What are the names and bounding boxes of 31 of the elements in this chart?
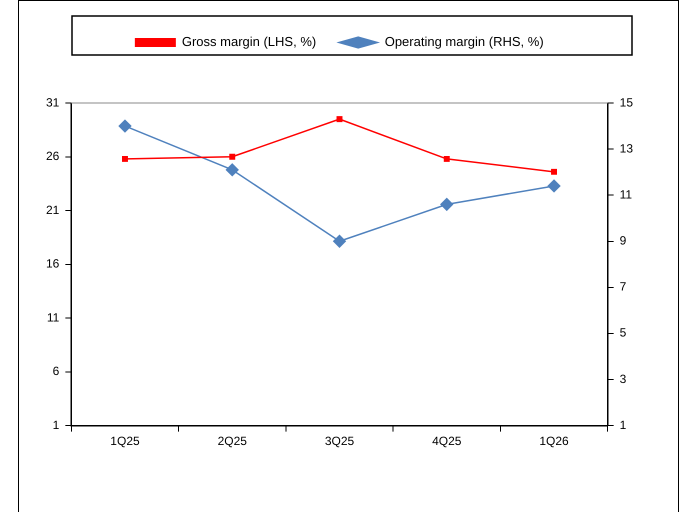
y2-tick-label: 1 <box>620 418 627 432</box>
y-tick-label: 21 <box>46 202 60 217</box>
point <box>440 198 454 211</box>
x-tick-label: 2Q25 <box>218 434 248 448</box>
y2-tick-label: 11 <box>620 187 632 202</box>
point <box>551 168 557 175</box>
y2-tick-label: 3 <box>620 372 627 386</box>
x-tick-label: 3Q25 <box>324 434 354 448</box>
point <box>226 163 239 176</box>
y-tick-label: 26 <box>46 149 60 164</box>
y-tick-label: 11 <box>46 310 60 324</box>
x-tick-label: 4Q25 <box>432 434 462 448</box>
x-tick-label: 1Q25 <box>110 434 140 448</box>
y-tick-label: 6 <box>52 364 60 378</box>
point <box>122 156 128 162</box>
y2-tick-label: 7 <box>620 280 627 294</box>
y2-tick-label: 9 <box>620 234 627 248</box>
point <box>548 179 561 192</box>
y2-tick-label: 5 <box>620 326 627 340</box>
y-tick-label: 1 <box>52 418 60 432</box>
legend-label: Gross margin (LHS, %) <box>182 34 316 50</box>
point <box>444 156 450 162</box>
point <box>118 120 132 133</box>
point <box>336 116 342 122</box>
y2-tick-label: 15 <box>620 95 634 110</box>
y-tick-label: 31 <box>46 95 60 110</box>
legend-label: Operating margin (RHS, %) <box>384 34 544 50</box>
y2-tick-label: 13 <box>620 141 634 156</box>
y-tick-label: 16 <box>46 256 60 271</box>
point <box>333 234 346 248</box>
x-tick-label: 1Q26 <box>539 434 570 448</box>
